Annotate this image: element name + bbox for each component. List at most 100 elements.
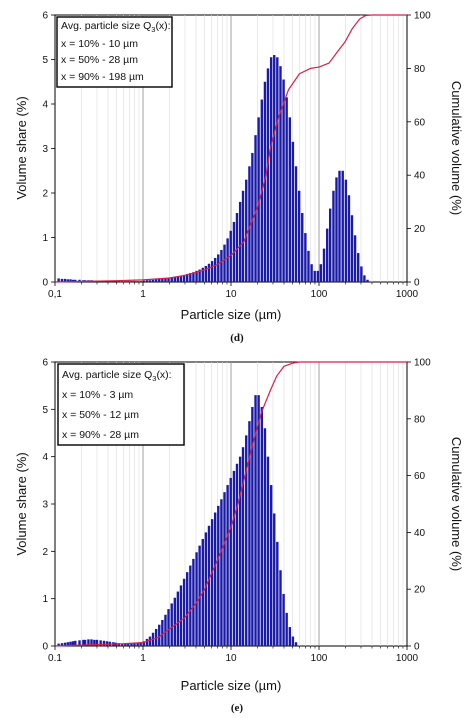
y-tick-label: 6 <box>42 358 48 369</box>
y-tick-label: 1 <box>42 594 48 605</box>
volume-bar <box>173 276 177 282</box>
volume-bar <box>192 558 195 646</box>
volume-bar <box>322 248 326 282</box>
chart-panel-e: 0.1 1 10 100 1000 0 1 2 3 4 5 6 0 20 40 60 80 100 Avg. … <box>14 358 464 715</box>
y2-tick-label: 40 <box>414 528 426 539</box>
volume-bar <box>232 470 236 646</box>
x-tick-label: 1000 <box>396 289 419 300</box>
volume-bar <box>170 277 173 282</box>
volume-bar <box>301 213 304 282</box>
x-tick-label: 0,1 <box>48 289 62 300</box>
volume-bar <box>139 642 142 646</box>
volume-bar <box>220 499 223 646</box>
volume-bar <box>74 640 77 646</box>
volume-bar <box>90 639 93 646</box>
volume-bar <box>288 117 292 282</box>
volume-bar <box>66 642 70 646</box>
volume-bar <box>245 435 248 646</box>
volume-bar <box>229 477 232 646</box>
y2-tick-label: 0 <box>414 278 420 289</box>
volume-bar <box>251 152 254 282</box>
volume-bar <box>82 639 85 646</box>
y-tick-label: 5 <box>42 405 48 416</box>
volume-bar <box>297 190 301 282</box>
panel-label-e: (e) <box>231 702 244 714</box>
volume-bar <box>279 570 282 646</box>
volume-bar <box>127 643 130 646</box>
volume-bar <box>326 228 329 282</box>
volume-bar <box>241 447 245 646</box>
y-axis-label-d: Volume share (%) <box>14 96 29 199</box>
volume-bar <box>139 281 142 282</box>
volume-bar <box>69 641 72 646</box>
volume-bar <box>74 279 77 282</box>
y-axis-label-e: Volume share (%) <box>14 452 29 555</box>
volume-bar <box>220 249 223 282</box>
y-ticks-d: 0 1 2 3 4 5 6 <box>42 11 55 289</box>
y-tick-label: 2 <box>42 189 48 200</box>
volume-bar <box>353 235 357 282</box>
volume-bar <box>226 485 229 646</box>
volume-bar <box>273 55 276 282</box>
y-tick-label: 4 <box>42 452 48 463</box>
legend-line-d90: x = 90% - 198 µm <box>61 71 144 83</box>
volume-bar <box>226 238 229 282</box>
x-tick-label: 1 <box>140 289 146 300</box>
volume-bar <box>235 213 239 282</box>
volume-bar <box>210 261 214 282</box>
volume-bar <box>217 505 220 646</box>
volume-bar <box>186 273 189 282</box>
volume-bar <box>241 190 245 282</box>
x-ticks-e: 0.1 1 10 100 1000 <box>48 646 419 664</box>
legend-line-d10: x = 10% - 10 µm <box>61 38 138 50</box>
legend-line-e90: x = 90% - 28 µm <box>62 429 139 441</box>
volume-bar <box>195 270 198 282</box>
y2-ticks-e: 0 20 40 60 80 100 <box>407 358 431 653</box>
volume-bar <box>170 603 173 646</box>
volume-bar <box>357 253 360 282</box>
y2-tick-label: 80 <box>414 414 426 425</box>
volume-bar <box>235 463 239 646</box>
volume-bar <box>136 281 139 282</box>
volume-bar <box>167 277 170 282</box>
y-ticks-e: 0 1 2 3 4 5 6 <box>42 358 55 653</box>
y2-tick-label: 60 <box>414 471 426 482</box>
volume-bar <box>63 642 67 646</box>
volume-bar <box>291 141 295 282</box>
volume-bar <box>276 57 279 283</box>
y2-tick-label: 20 <box>414 224 426 235</box>
volume-bar <box>319 264 323 282</box>
volume-bar <box>282 593 285 646</box>
volume-bar <box>332 190 335 282</box>
volume-bar <box>248 421 251 646</box>
x-axis-label-d: Particle size (µm) <box>181 307 282 322</box>
volume-bar <box>238 201 242 282</box>
volume-bar <box>213 512 217 646</box>
volume-bar <box>158 624 161 646</box>
volume-bar <box>117 281 120 282</box>
volume-bar <box>120 281 124 282</box>
legend-title-e: Avg. particle size Q3(x): <box>62 369 172 383</box>
volume-bar <box>130 281 133 282</box>
x-tick-label: 1 <box>140 653 146 664</box>
volume-bar <box>217 254 220 282</box>
volume-bar <box>102 640 106 646</box>
volume-bar <box>291 636 295 646</box>
volume-bar <box>186 572 189 646</box>
volume-bar <box>344 179 348 282</box>
y2-axis-label-d: Cumulative volume (%) <box>449 81 464 215</box>
volume-bar <box>95 639 99 646</box>
volume-bar <box>189 273 192 282</box>
volume-bar <box>60 643 64 646</box>
cumulative-curve-e <box>54 361 407 647</box>
volume-bar <box>195 552 198 646</box>
volume-bar <box>158 278 161 282</box>
volume-bar <box>310 264 313 282</box>
x-tick-label: 100 <box>311 653 328 664</box>
volume-bar <box>148 280 152 282</box>
volume-bar <box>127 281 130 282</box>
y-tick-label: 5 <box>42 55 48 66</box>
volume-bar <box>341 170 344 282</box>
volume-bar <box>248 166 251 282</box>
volume-bar <box>176 276 180 282</box>
